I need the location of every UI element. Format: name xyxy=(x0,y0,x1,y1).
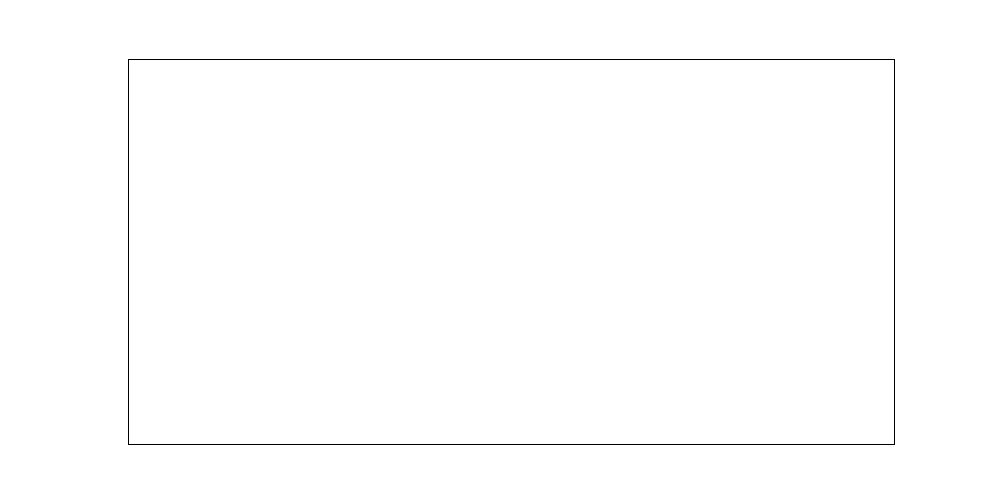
word-cloud xyxy=(128,59,895,445)
word-cloud-canvas xyxy=(129,60,895,445)
